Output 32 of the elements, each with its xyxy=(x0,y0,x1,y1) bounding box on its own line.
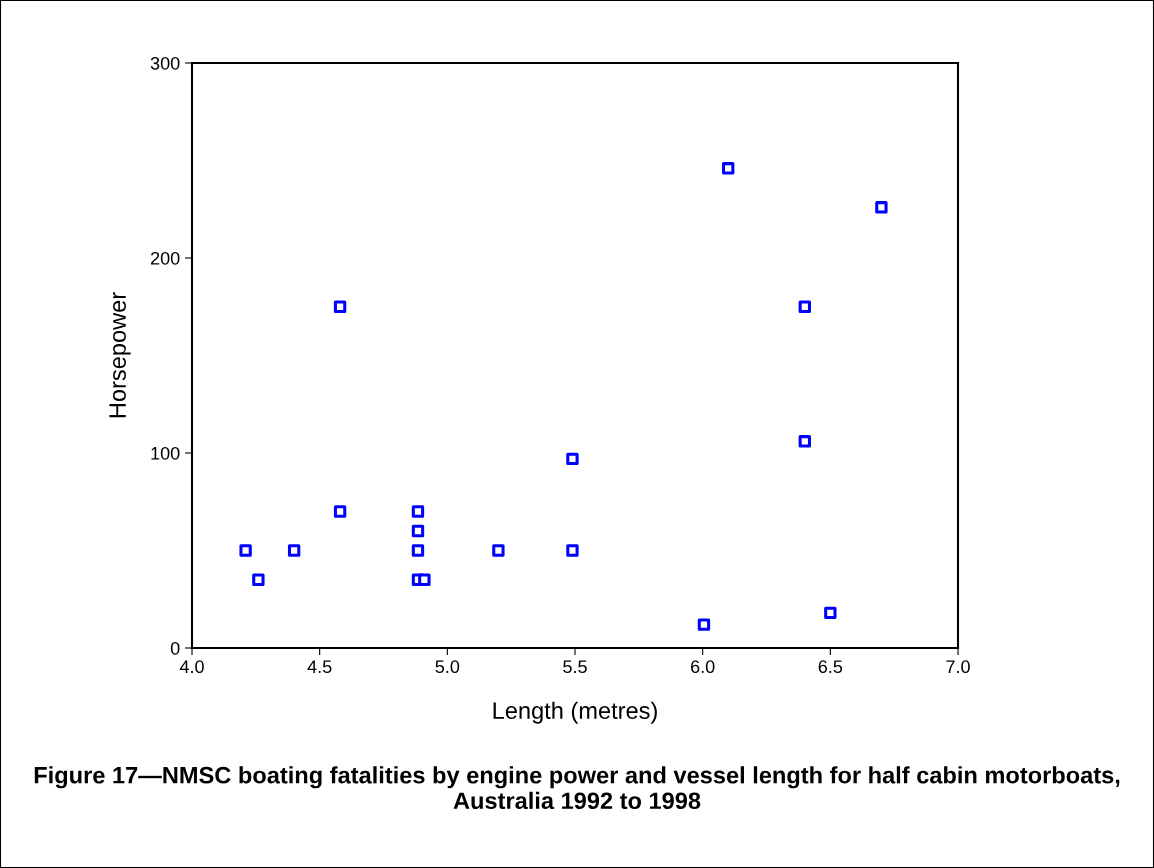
point xyxy=(566,544,579,557)
x-tick-label: 4.5 xyxy=(307,660,332,674)
y-tick-label: 200 xyxy=(150,251,180,265)
x-tick-label: 7.0 xyxy=(946,660,970,674)
point xyxy=(333,505,347,518)
y-tick-label: 0 xyxy=(170,641,180,655)
point xyxy=(252,573,265,586)
point xyxy=(798,300,811,313)
y-axis-title: Horsepower xyxy=(109,292,131,418)
point xyxy=(287,544,301,557)
point xyxy=(722,162,735,175)
x-tick-label: 6.0 xyxy=(691,660,715,674)
point xyxy=(697,618,711,631)
y-tick-label: 100 xyxy=(151,446,180,460)
point xyxy=(411,544,425,557)
x-tick-label: 6.5 xyxy=(818,660,843,674)
x-tick-label: 5.5 xyxy=(563,660,587,674)
y-tick-label: 300 xyxy=(150,56,180,70)
text: Figure 17—NMSC boating fatalities by engine power and vessel length for half cabin motorboats, Australia 1992 to 1998 xyxy=(34,766,1120,810)
x-tick-label: 5.0 xyxy=(435,660,460,674)
point xyxy=(333,300,347,313)
point xyxy=(411,505,425,518)
point xyxy=(566,452,579,466)
point xyxy=(798,435,811,448)
point xyxy=(239,544,252,557)
point xyxy=(824,606,837,620)
x-tick-label: 4.0 xyxy=(179,660,204,674)
point xyxy=(875,201,888,214)
point xyxy=(492,544,505,557)
point xyxy=(418,573,431,586)
x-axis-title: Length (metres) xyxy=(493,701,657,724)
point xyxy=(411,524,425,538)
